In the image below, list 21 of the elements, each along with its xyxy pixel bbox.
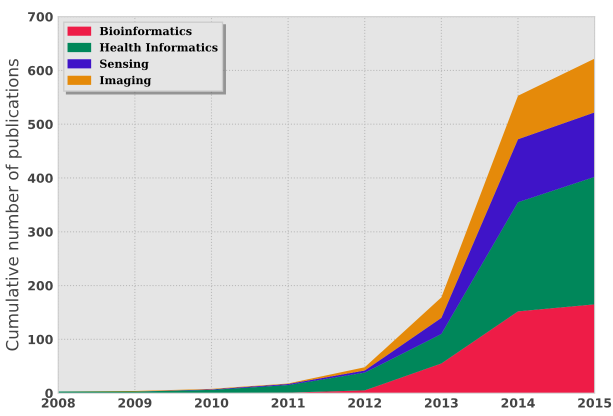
- x-tick-label: 2011: [272, 398, 305, 408]
- legend-label: Health Informatics: [100, 42, 218, 52]
- y-tick-label: 600: [28, 66, 53, 76]
- y-tick-label: 300: [28, 227, 53, 237]
- y-tick-label: 700: [28, 12, 53, 22]
- x-tick-label: 2010: [195, 398, 228, 408]
- y-tick-label: 400: [28, 173, 53, 183]
- y-tick-label: 200: [28, 281, 53, 290]
- x-tick-label: 2012: [348, 398, 382, 408]
- y-tick-label: 100: [28, 334, 53, 344]
- x-tick-label: 2014: [502, 398, 535, 408]
- y-tick-label: 500: [28, 120, 53, 130]
- legend-label: Imaging: [100, 76, 152, 87]
- y-axis-title: Cumulative number of publications: [6, 59, 22, 350]
- x-tick-label: 2015: [578, 398, 612, 408]
- x-tick-label: 2008: [42, 398, 75, 408]
- y-tick-label: 0: [45, 388, 53, 398]
- x-tick-label: 2013: [424, 398, 458, 408]
- legend-label: Bioinformatics: [100, 26, 192, 36]
- x-tick-label: 2009: [118, 398, 152, 408]
- legend-label: Sensing: [100, 59, 149, 70]
